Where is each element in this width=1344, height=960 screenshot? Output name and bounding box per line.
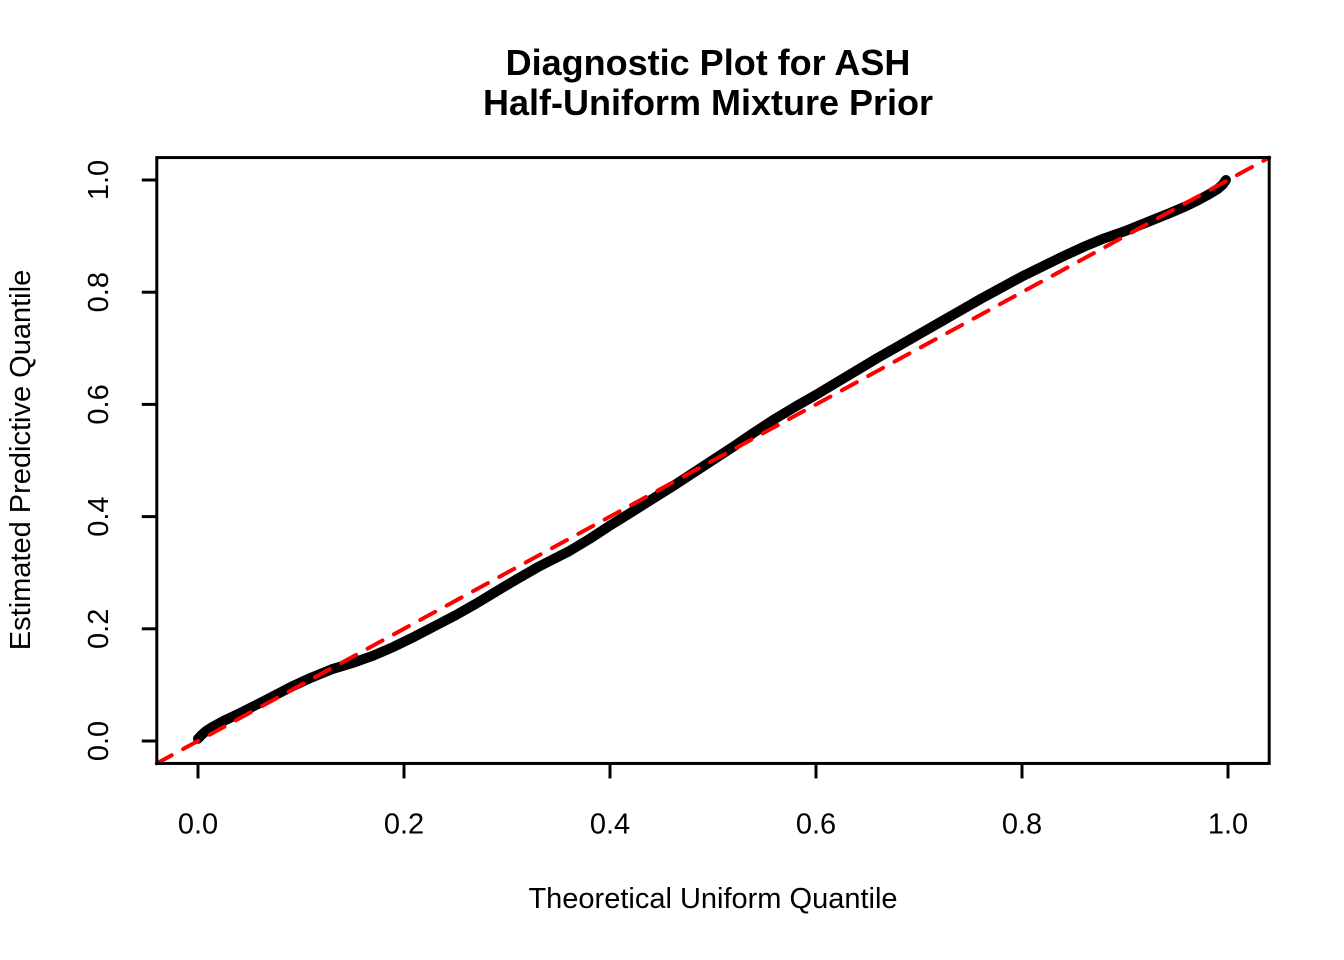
x-axis-title: Theoretical Uniform Quantile <box>528 883 897 915</box>
y-axis-tick-label: 0.0 <box>83 721 115 761</box>
x-axis-tick-label: 1.0 <box>1208 808 1248 840</box>
y-axis-tick-label: 0.4 <box>83 496 115 536</box>
chart-title-line1: Diagnostic Plot for ASH <box>506 42 911 83</box>
y-axis-tick-label: 0.6 <box>83 384 115 424</box>
y-axis-title: Estimated Predictive Quantile <box>5 270 37 650</box>
y-axis-tick-label: 0.8 <box>83 272 115 312</box>
plot-box <box>155 156 1271 765</box>
x-axis-tick-label: 0.2 <box>384 808 424 840</box>
reference-diagonal-line <box>154 155 1272 766</box>
x-axis-tick-label: 0.0 <box>178 808 218 840</box>
x-axis-tick-label: 0.6 <box>796 808 836 840</box>
chart-title-line2: Half-Uniform Mixture Prior <box>483 82 933 123</box>
y-axis-tick-label: 1.0 <box>83 160 115 200</box>
x-axis-tick-label: 0.8 <box>1002 808 1042 840</box>
x-axis-tick-label: 0.4 <box>590 808 630 840</box>
y-axis-tick-label: 0.2 <box>83 609 115 649</box>
chart-layer: 0.0 0.2 0.4 0.6 0.8 1.0 0.0 0.2 0.4 0.6 0.8 1.0 <box>83 155 1272 840</box>
